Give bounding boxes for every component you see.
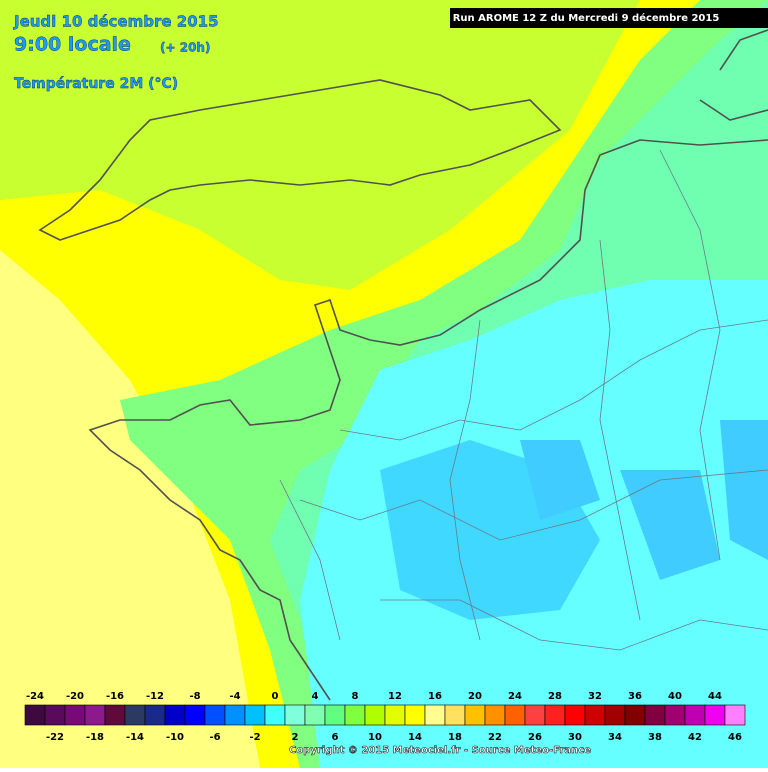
legend-label: 4 (312, 691, 319, 702)
legend-label: 38 (648, 732, 662, 743)
time: 9:00 locale (14, 34, 131, 56)
legend-swatch (444, 704, 466, 726)
legend-label: -18 (86, 732, 104, 743)
legend-label: 8 (352, 691, 359, 702)
legend-swatch (264, 704, 286, 726)
legend-swatch (344, 704, 366, 726)
legend-label: 40 (668, 691, 682, 702)
legend-swatch (384, 704, 406, 726)
legend-swatch (144, 704, 166, 726)
legend-swatch (164, 704, 186, 726)
legend-swatch (644, 704, 666, 726)
legend-swatch (324, 704, 346, 726)
legend-label: -12 (146, 691, 164, 702)
legend-label: 28 (548, 691, 562, 702)
zone-blue (720, 420, 768, 560)
coastline (88, 139, 768, 701)
legend-swatch (64, 704, 86, 726)
zone-blue (520, 440, 600, 520)
legend-swatch (364, 704, 386, 726)
legend-swatch (44, 704, 66, 726)
legend-swatch (224, 704, 246, 726)
parameter: Température 2M (°C) (14, 76, 178, 92)
legend-label: 14 (408, 732, 422, 743)
legend-label: -16 (106, 691, 124, 702)
legend-label: 44 (708, 691, 722, 702)
legend-label: 46 (728, 732, 742, 743)
legend-swatch (304, 704, 326, 726)
legend-swatch (484, 704, 506, 726)
legend-label: -10 (166, 732, 184, 743)
legend-label: -2 (249, 732, 260, 743)
legend-label: 42 (688, 732, 702, 743)
legend-swatch (244, 704, 266, 726)
legend-label: -20 (66, 691, 84, 702)
legend-label: -4 (229, 691, 240, 702)
copyright: Copyright © 2015 Meteociel.fr - Source M… (289, 745, 591, 756)
legend-swatch (524, 704, 546, 726)
legend: -24-22-20-18-16-14-12-10-8-6-4-202468101… (24, 691, 746, 743)
legend-swatch (124, 704, 146, 726)
legend-label: 34 (608, 732, 622, 743)
legend-swatch (504, 704, 526, 726)
legend-swatch (604, 704, 626, 726)
legend-label: -14 (126, 732, 144, 743)
legend-label: 30 (568, 732, 582, 743)
date: Jeudi 10 décembre 2015 (13, 13, 219, 31)
legend-label: -24 (26, 691, 44, 702)
legend-swatch (24, 704, 46, 726)
legend-swatch (284, 704, 306, 726)
legend-label: 20 (468, 691, 482, 702)
legend-label: 32 (588, 691, 602, 702)
zone-blue (620, 470, 720, 580)
legend-label: -22 (46, 732, 64, 743)
coastline (699, 29, 768, 121)
legend-label: -8 (189, 691, 200, 702)
legend-swatch (584, 704, 606, 726)
legend-label: -6 (209, 732, 220, 743)
legend-swatch (424, 704, 446, 726)
legend-swatch (564, 704, 586, 726)
legend-swatch (184, 704, 206, 726)
run-info: Run AROME 12 Z du Mercredi 9 décembre 20… (453, 12, 720, 24)
legend-label: 16 (428, 691, 442, 702)
legend-swatch (684, 704, 706, 726)
legend-swatch (84, 704, 106, 726)
legend-swatch (664, 704, 686, 726)
run-box (450, 8, 768, 28)
legend-label: 12 (388, 691, 402, 702)
legend-label: 26 (528, 732, 542, 743)
legend-swatch (544, 704, 566, 726)
legend-label: 24 (508, 691, 522, 702)
legend-swatch (464, 704, 486, 726)
legend-swatch (704, 704, 726, 726)
legend-swatch (624, 704, 646, 726)
legend-label: 22 (488, 732, 502, 743)
zone-yellowgreen (0, 0, 640, 290)
legend-label: 6 (332, 732, 339, 743)
legend-label: 0 (272, 691, 279, 702)
coastline (38, 79, 562, 241)
legend-swatch (404, 704, 426, 726)
admin-border (279, 149, 768, 651)
lead-time: (+ 20h) (160, 41, 210, 55)
legend-swatch (204, 704, 226, 726)
legend-swatch (104, 704, 126, 726)
legend-label: 18 (448, 732, 462, 743)
legend-label: 10 (368, 732, 382, 743)
legend-label: 2 (292, 732, 299, 743)
legend-swatch (724, 704, 746, 726)
legend-label: 36 (628, 691, 642, 702)
